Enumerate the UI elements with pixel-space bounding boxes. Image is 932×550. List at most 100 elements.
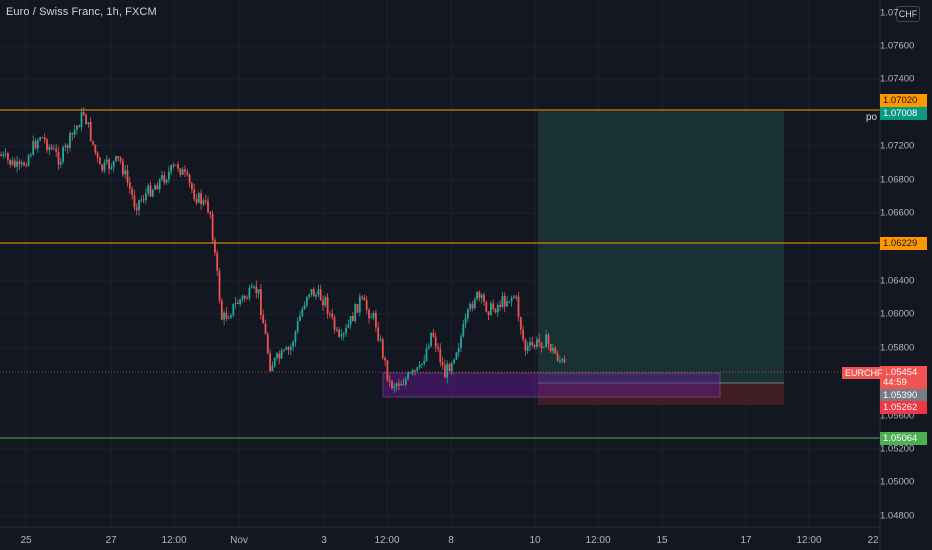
candle-body xyxy=(329,313,331,315)
candle-body xyxy=(273,357,276,366)
candle-body xyxy=(513,296,515,298)
candle-body xyxy=(292,342,294,347)
candle-body xyxy=(133,195,136,208)
candle-body xyxy=(195,199,198,203)
candle-body xyxy=(138,200,140,211)
candle-body xyxy=(326,297,329,314)
candle-body xyxy=(271,365,274,372)
candle-body xyxy=(545,334,547,348)
candle-body xyxy=(506,301,508,307)
y-tick: 1.06400 xyxy=(880,275,915,287)
candle-body xyxy=(437,346,439,349)
candle-body xyxy=(538,339,541,343)
candle-body xyxy=(269,353,271,372)
candle-body xyxy=(234,302,237,304)
candle-body xyxy=(4,153,7,155)
candle-body xyxy=(308,294,311,297)
candle-body xyxy=(96,152,99,158)
x-tick: 12:00 xyxy=(585,535,611,546)
candle-body xyxy=(368,309,370,319)
candle-body xyxy=(216,252,219,271)
candle-body xyxy=(119,158,122,161)
candle-body xyxy=(257,289,260,294)
candle-body xyxy=(246,298,248,300)
candle-body xyxy=(135,207,138,211)
candle-body xyxy=(147,185,150,194)
candle-body xyxy=(407,373,409,380)
candle-body xyxy=(39,137,41,141)
candle-body xyxy=(375,312,377,328)
candle-body xyxy=(105,159,108,163)
candle-body xyxy=(2,153,5,156)
x-tick: 25 xyxy=(20,535,32,546)
candle-body xyxy=(204,200,207,202)
candle-body xyxy=(165,179,168,183)
candle-body xyxy=(485,301,488,312)
candle-body xyxy=(255,286,258,294)
candle-body xyxy=(377,327,380,341)
candle-body xyxy=(549,344,552,352)
candle-body xyxy=(347,324,350,328)
candle-body xyxy=(471,304,474,309)
candle-body xyxy=(188,174,191,184)
candle-body xyxy=(82,112,85,115)
candle-body xyxy=(181,169,184,175)
candle-body xyxy=(73,130,76,135)
candle-body xyxy=(11,160,14,165)
candle-body xyxy=(43,137,46,140)
symbol-tag: EURCHF xyxy=(842,367,886,379)
candle-body xyxy=(384,357,386,361)
candle-body xyxy=(122,160,124,175)
candle-body xyxy=(142,199,145,201)
candle-body xyxy=(36,140,39,149)
candle-body xyxy=(9,159,12,165)
chart-title[interactable]: Euro / Swiss Franc, 1h, FXCM xyxy=(6,6,157,18)
candle-body xyxy=(427,346,430,349)
candle-body xyxy=(342,333,345,335)
candle-body xyxy=(352,316,354,322)
candle-body xyxy=(193,189,196,200)
candle-body xyxy=(145,193,147,200)
candle-body xyxy=(322,300,324,306)
candle-body xyxy=(462,324,465,337)
demand-zone xyxy=(382,372,721,398)
candle-body xyxy=(278,353,281,359)
candle-body xyxy=(333,316,336,330)
candle-body xyxy=(469,304,472,310)
target-zone xyxy=(538,111,784,383)
candle-body xyxy=(25,165,28,167)
candle-body xyxy=(494,308,497,313)
x-tick: 27 xyxy=(105,535,117,546)
candle-body xyxy=(140,199,143,201)
candle-body xyxy=(425,348,428,361)
currency-button[interactable]: CHF xyxy=(896,6,920,22)
x-tick: 17 xyxy=(740,535,752,546)
candle-body xyxy=(515,296,518,298)
candle-body xyxy=(386,360,389,381)
candle-body xyxy=(559,360,561,362)
candle-body xyxy=(467,309,469,319)
candle-body xyxy=(492,303,495,309)
drawing-label[interactable]: po xyxy=(866,112,878,123)
candle-body xyxy=(179,168,182,175)
candle-body xyxy=(457,347,460,353)
y-tick: 1.07200 xyxy=(880,140,915,152)
candle-body xyxy=(395,383,398,387)
candle-body xyxy=(411,370,414,373)
candle-body xyxy=(310,289,313,295)
candle-body xyxy=(508,301,511,303)
candle-body xyxy=(262,315,265,324)
candle-body xyxy=(370,317,373,319)
candle-body xyxy=(248,287,251,299)
candle-body xyxy=(186,172,189,175)
stop-zone xyxy=(538,383,784,405)
candle-body xyxy=(421,363,423,365)
countdown-tag: 44:59 xyxy=(880,376,927,389)
candle-body xyxy=(554,347,557,354)
candle-body xyxy=(315,294,317,297)
candle-body xyxy=(280,350,283,359)
candle-body xyxy=(464,318,467,325)
candle-body xyxy=(85,114,87,125)
candle-body xyxy=(16,161,18,167)
